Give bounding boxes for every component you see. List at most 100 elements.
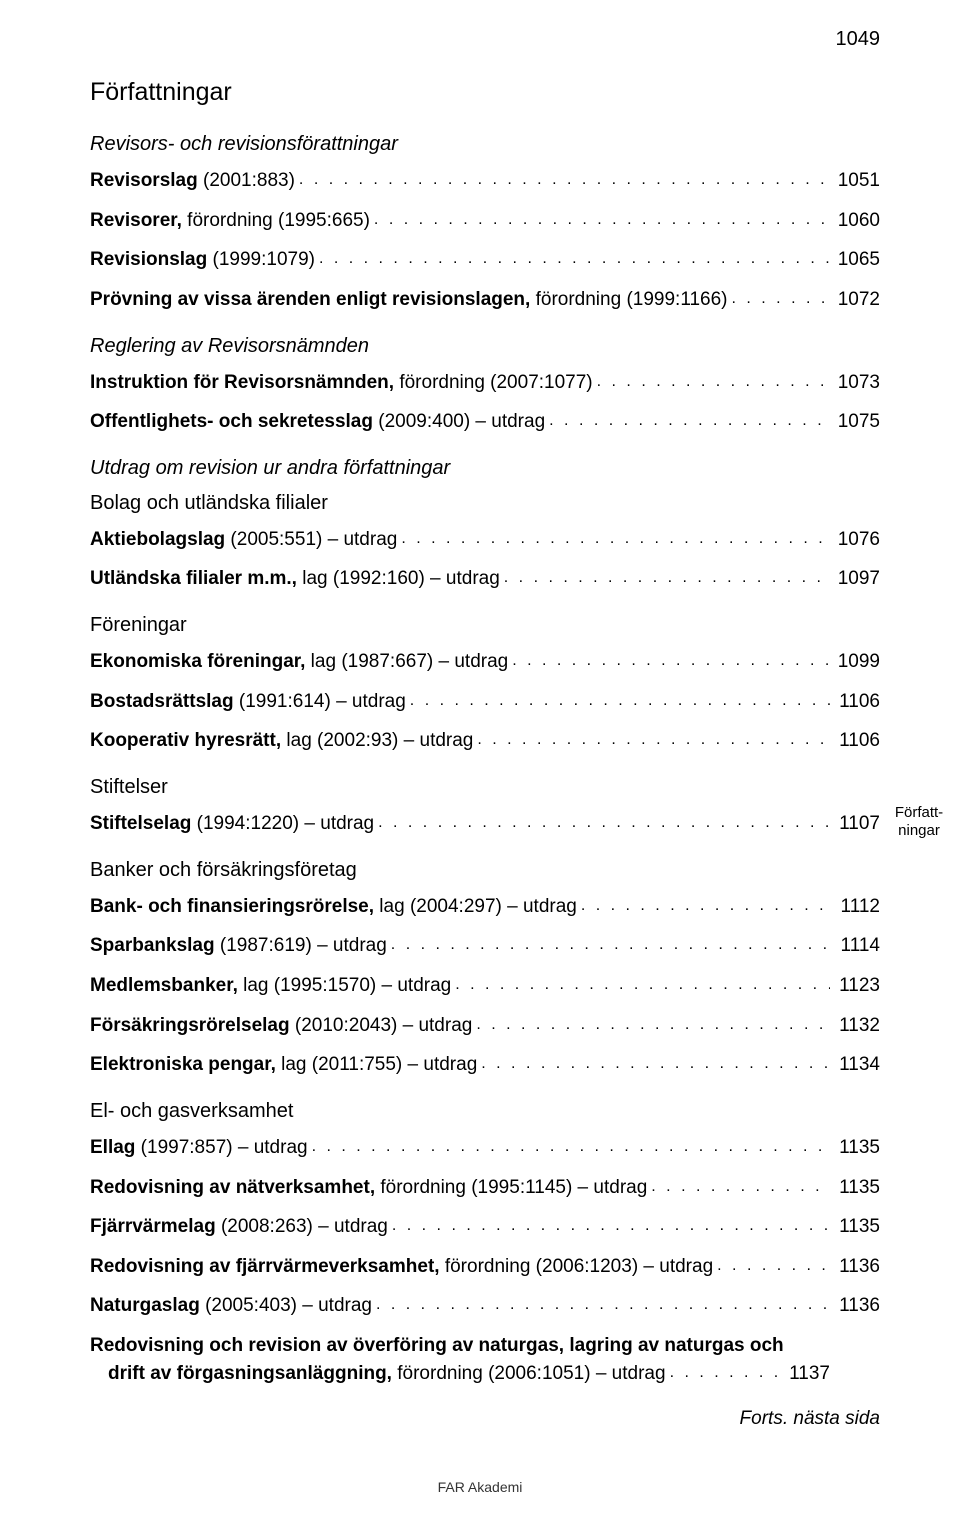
toc-page-number: 1060 [830, 208, 880, 234]
section-heading: Reglering av Revisorsnämnden [90, 335, 880, 358]
toc-page-number: 1106 [830, 689, 880, 715]
toc-entry: Prövning av vissa ärenden enligt revisio… [90, 287, 880, 313]
toc-label: Naturgaslag (2005:403) – utdrag [90, 1293, 372, 1319]
page-number: 1049 [836, 28, 881, 51]
toc-entry: Revisionslag (1999:1079). . . . . . . . … [90, 247, 880, 273]
subsection-heading: Stiftelser [90, 776, 880, 799]
toc-label: Försäkringsrörelselag (2010:2043) – utdr… [90, 1013, 472, 1039]
toc-entry: Medlemsbanker, lag (1995:1570) – utdrag.… [90, 973, 880, 999]
toc-entry: Instruktion för Revisorsnämnden, förordn… [90, 370, 880, 396]
toc-label: Kooperativ hyresrätt, lag (2002:93) – ut… [90, 728, 473, 754]
toc-leader: . . . . . . . . . . . . . . . . . . . . … [372, 1294, 830, 1316]
toc-page-number: 1135 [830, 1175, 880, 1201]
toc-label: Prövning av vissa ärenden enligt revisio… [90, 287, 728, 313]
toc-entry: Redovisning av fjärrvärmeverksamhet, för… [90, 1254, 880, 1280]
toc-label: Ekonomiska föreningar, lag (1987:667) – … [90, 649, 508, 675]
toc-page-number: 1112 [830, 894, 880, 920]
toc-leader: . . . . . . . . . . . . . . . . . . . . … [728, 288, 831, 310]
toc-label: Ellag (1997:857) – utdrag [90, 1135, 308, 1161]
toc-page-number: 1132 [830, 1013, 880, 1039]
subsection-heading: Föreningar [90, 614, 880, 637]
toc-label: Fjärrvärmelag (2008:263) – utdrag [90, 1214, 388, 1240]
section-heading: Revisors- och revisionsförattningar [90, 133, 880, 156]
toc-label: Utländska filialer m.m., lag (1992:160) … [90, 566, 500, 592]
toc-entry: Bostadsrättslag (1991:614) – utdrag. . .… [90, 689, 880, 715]
toc-label: Aktiebolagslag (2005:551) – utdrag [90, 527, 397, 553]
section-heading: Utdrag om revision ur andra författninga… [90, 457, 880, 480]
toc-page-number: 1135 [830, 1214, 880, 1240]
toc-page-number: 1106 [830, 728, 880, 754]
toc-entry: Försäkringsrörelselag (2010:2043) – utdr… [90, 1013, 880, 1039]
toc-leader: . . . . . . . . . . . . . . . . . . . . … [388, 1215, 830, 1237]
toc-leader: . . . . . . . . . . . . . . . . . . . . … [387, 934, 830, 956]
toc-page-number: 1099 [830, 649, 880, 675]
continued-label: Forts. nästa sida [90, 1408, 880, 1430]
toc-leader: . . . . . . . . . . . . . . . . . . . . … [473, 729, 830, 751]
toc-entry: Utländska filialer m.m., lag (1992:160) … [90, 566, 880, 592]
toc-page-number: 1114 [830, 933, 880, 959]
toc-leader: . . . . . . . . . . . . . . . . . . . . … [477, 1053, 830, 1075]
toc-entry: Stiftelselag (1994:1220) – utdrag. . . .… [90, 811, 880, 837]
toc-label: Redovisning av nätverksamhet, förordning… [90, 1175, 647, 1201]
toc-leader: . . . . . . . . . . . . . . . . . . . . … [713, 1255, 830, 1277]
toc-leader: . . . . . . . . . . . . . . . . . . . . … [315, 248, 830, 270]
toc-page-number: 1107 [830, 811, 880, 837]
toc-entry: Elektroniska pengar, lag (2011:755) – ut… [90, 1052, 880, 1078]
toc-label: Instruktion för Revisorsnämnden, förordn… [90, 370, 593, 396]
toc-label: Sparbankslag (1987:619) – utdrag [90, 933, 387, 959]
toc-entry: Revisorer, förordning (1995:665). . . . … [90, 208, 880, 234]
side-label-line: Författ- [888, 804, 950, 822]
toc-entry: Ekonomiska föreningar, lag (1987:667) – … [90, 649, 880, 675]
toc-entry: Sparbankslag (1987:619) – utdrag. . . . … [90, 933, 880, 959]
toc-label: Redovisning av fjärrvärmeverksamhet, för… [90, 1254, 713, 1280]
toc-page-number: 1075 [830, 409, 880, 435]
toc-label: Bank- och finansieringsrörelse, lag (200… [90, 894, 577, 920]
toc-page-number: 1072 [830, 287, 880, 313]
toc-page-number: 1097 [830, 566, 880, 592]
toc-leader: . . . . . . . . . . . . . . . . . . . . … [451, 974, 830, 996]
toc-label: Revisorer, förordning (1995:665) [90, 208, 370, 234]
toc-page-number: 1073 [830, 370, 880, 396]
toc-entry: Kooperativ hyresrätt, lag (2002:93) – ut… [90, 728, 880, 754]
toc-label: drift av förgasningsanläggning, förordni… [108, 1361, 666, 1387]
toc-entry: Bank- och finansieringsrörelse, lag (200… [90, 894, 880, 920]
toc-leader: . . . . . . . . . . . . . . . . . . . . … [308, 1136, 830, 1158]
toc-leader: . . . . . . . . . . . . . . . . . . . . … [472, 1014, 830, 1036]
toc-page-number: 1134 [830, 1052, 880, 1078]
toc-leader: . . . . . . . . . . . . . . . . . . . . … [577, 895, 830, 917]
toc-page-number: 1123 [830, 973, 880, 999]
toc-label: Revisorslag (2001:883) [90, 168, 295, 194]
toc-leader: . . . . . . . . . . . . . . . . . . . . … [295, 169, 830, 191]
toc-entry: Redovisning och revision av överföring a… [90, 1333, 830, 1386]
side-label-line: ningar [888, 822, 950, 840]
toc-leader: . . . . . . . . . . . . . . . . . . . . … [593, 371, 830, 393]
subsection-heading: Banker och försäkringsföretag [90, 859, 880, 882]
toc-entry: Ellag (1997:857) – utdrag. . . . . . . .… [90, 1135, 880, 1161]
toc-entry: Offentlighets- och sekretesslag (2009:40… [90, 409, 880, 435]
side-margin-label: Författ- ningar [888, 804, 950, 840]
subsection-heading: El- och gasverksamhet [90, 1100, 880, 1123]
toc-entry: Revisorslag (2001:883). . . . . . . . . … [90, 168, 880, 194]
toc-leader: . . . . . . . . . . . . . . . . . . . . … [666, 1362, 780, 1384]
toc-leader: . . . . . . . . . . . . . . . . . . . . … [406, 690, 830, 712]
toc-label: Stiftelselag (1994:1220) – utdrag [90, 811, 374, 837]
toc-page-number: 1136 [830, 1293, 880, 1319]
toc-page-number: 1137 [780, 1361, 830, 1387]
toc-leader: . . . . . . . . . . . . . . . . . . . . … [508, 650, 830, 672]
toc-page-number: 1136 [830, 1254, 880, 1280]
toc-entry: Aktiebolagslag (2005:551) – utdrag. . . … [90, 527, 880, 553]
main-heading: Författningar [90, 78, 880, 107]
subsection-heading: Bolag och utländska filialer [90, 492, 880, 515]
toc-label: Medlemsbanker, lag (1995:1570) – utdrag [90, 973, 451, 999]
toc-page-number: 1076 [830, 527, 880, 553]
toc-leader: . . . . . . . . . . . . . . . . . . . . … [397, 528, 830, 550]
toc-leader: . . . . . . . . . . . . . . . . . . . . … [374, 812, 830, 834]
toc-label: Bostadsrättslag (1991:614) – utdrag [90, 689, 406, 715]
toc-leader: . . . . . . . . . . . . . . . . . . . . … [545, 410, 830, 432]
toc-entry: Naturgaslag (2005:403) – utdrag. . . . .… [90, 1293, 880, 1319]
toc-leader: . . . . . . . . . . . . . . . . . . . . … [647, 1176, 830, 1198]
toc-leader: . . . . . . . . . . . . . . . . . . . . … [500, 567, 830, 589]
toc-label: Revisionslag (1999:1079) [90, 247, 315, 273]
toc-label: Elektroniska pengar, lag (2011:755) – ut… [90, 1052, 477, 1078]
toc-entry: Redovisning av nätverksamhet, förordning… [90, 1175, 880, 1201]
